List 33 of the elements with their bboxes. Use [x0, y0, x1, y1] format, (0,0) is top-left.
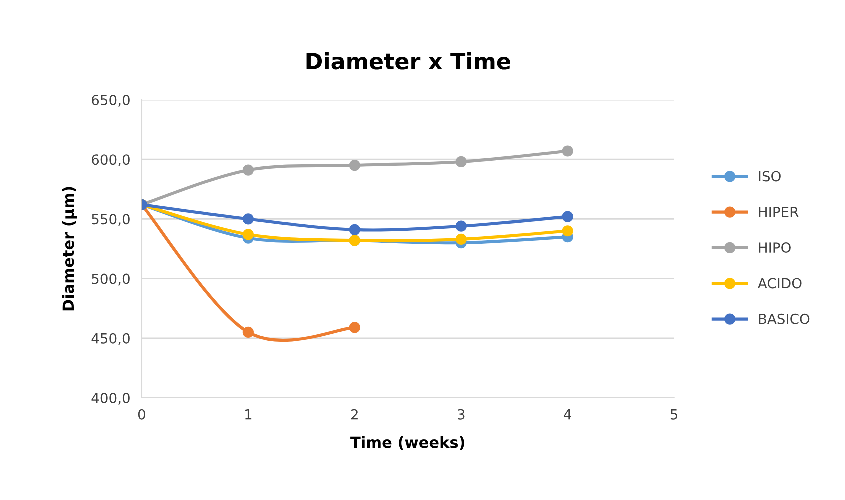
x-tick-label: 0 [138, 409, 146, 420]
point [562, 226, 574, 237]
y-tick-label: 650,0 [92, 94, 130, 107]
x-tick-label: 5 [670, 410, 678, 420]
point [242, 214, 254, 225]
point [456, 220, 467, 232]
point [456, 234, 467, 246]
y-tick-label: 500,0 [92, 274, 130, 286]
point [562, 211, 574, 222]
y-tick-label: 600,0 [92, 154, 130, 166]
x-tick-label: 2 [352, 409, 358, 420]
point [456, 156, 467, 168]
x-tick-label: 4 [564, 410, 572, 420]
legend-label: HIPO [759, 242, 791, 254]
x-axis-title: Time (weeks) [350, 436, 464, 450]
point [242, 326, 254, 338]
legend-label: ACIDO [758, 278, 802, 289]
legend-label: HIPER [759, 207, 799, 218]
x-tick-label: 3 [458, 409, 465, 420]
y-tick-label: 400,0 [92, 392, 130, 405]
legend-label: BASICO [759, 314, 810, 324]
y-tick-label: 550,0 [92, 214, 130, 226]
point [349, 224, 360, 236]
point [349, 322, 360, 334]
x-tick-label: 1 [246, 410, 252, 420]
y-axis-title: Diameter (µm) [62, 187, 78, 311]
point [349, 160, 360, 172]
point [242, 229, 254, 240]
legend-label: ISO [759, 171, 781, 182]
y-tick-label: 450,0 [92, 333, 130, 346]
point [242, 164, 254, 176]
chart-title: Diameter x Time [306, 52, 510, 70]
point [562, 146, 574, 157]
